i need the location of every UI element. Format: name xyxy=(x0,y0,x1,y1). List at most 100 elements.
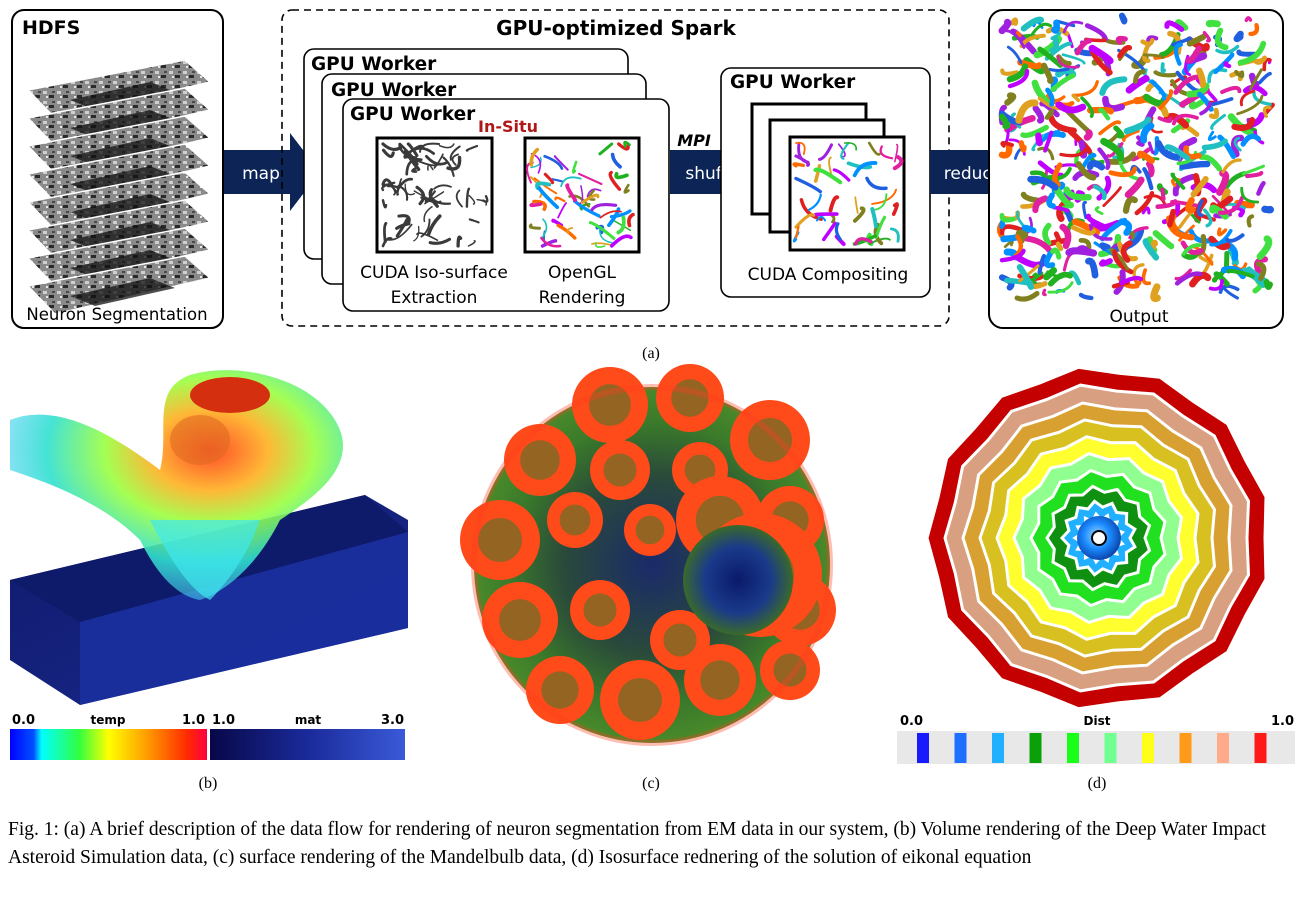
neuron-branch xyxy=(1240,186,1260,204)
neuron-branch xyxy=(598,142,614,156)
step-label-rendering-2: Rendering xyxy=(539,288,626,308)
neuron-branch xyxy=(1048,114,1077,134)
neuron-branch xyxy=(1052,205,1070,213)
mandelbulb-lobe-shade xyxy=(618,678,662,722)
mandelbulb-lobe-shade xyxy=(583,593,617,627)
neuron-branch xyxy=(1198,154,1222,172)
neuron-branch xyxy=(1056,54,1072,67)
neuron-branch xyxy=(794,154,811,167)
neuron-branch xyxy=(1094,206,1104,215)
neuron-branch xyxy=(1000,141,1014,148)
neuron-branch xyxy=(1118,218,1133,236)
neuron-branch xyxy=(999,224,1022,236)
neuron-branch xyxy=(1118,12,1128,25)
neuron-branch xyxy=(396,178,403,196)
neuron-branch xyxy=(1035,132,1043,147)
mandelbulb-lobe-shade xyxy=(635,515,665,545)
neuron-branch xyxy=(1020,124,1049,138)
neuron-branch xyxy=(1063,186,1092,201)
neuron-branch xyxy=(1047,281,1074,294)
neuron-branch xyxy=(1210,113,1226,130)
neuron-branch xyxy=(1141,268,1152,286)
neuron-branch xyxy=(387,223,413,241)
neuron-branch xyxy=(1215,44,1240,55)
neuron-branch xyxy=(578,185,584,205)
neuron-branch xyxy=(1076,245,1091,253)
em-slice-dark-region xyxy=(70,222,175,250)
neuron-branch xyxy=(1117,44,1133,59)
neuron-branch xyxy=(1180,240,1204,255)
neuron-branch xyxy=(1207,130,1217,142)
isosurface-center xyxy=(1091,530,1107,546)
neuron-branch xyxy=(1220,85,1242,95)
neuron-branch xyxy=(1216,227,1228,237)
dist-swatch xyxy=(1254,733,1267,763)
dist-swatch xyxy=(917,733,929,763)
neuron-branch xyxy=(1171,113,1199,126)
neuron-branch xyxy=(1142,93,1168,107)
neuron-branch xyxy=(1248,23,1260,37)
neuron-branch xyxy=(438,143,455,149)
neuron-branch xyxy=(1173,42,1184,66)
neuron-branch xyxy=(607,207,621,228)
neuron-branch xyxy=(813,167,843,185)
neuron-branch xyxy=(1059,147,1088,158)
neuron-branch xyxy=(1150,283,1161,303)
sublabel-b: (b) xyxy=(199,775,218,792)
neuron-branch xyxy=(540,239,558,248)
hdfs-caption: Neuron Segmentation xyxy=(26,305,207,324)
neuron-branch xyxy=(1045,87,1055,107)
em-slice-dark-region xyxy=(70,138,175,166)
neuron-branch xyxy=(423,206,433,223)
neuron-branch xyxy=(616,215,626,235)
neuron-branch xyxy=(1137,150,1155,164)
neuron-branch xyxy=(468,218,480,224)
neuron-branch xyxy=(1147,141,1155,155)
mandelbulb-lobe-shade xyxy=(700,660,740,700)
neuron-branch xyxy=(1234,69,1245,79)
dist-swatch xyxy=(1067,733,1079,763)
neuron-branch xyxy=(383,221,388,244)
isosurface-branches xyxy=(381,142,489,248)
neuron-branch xyxy=(1142,53,1165,59)
volume-rendering xyxy=(10,370,408,705)
neuron-branch xyxy=(1051,19,1061,34)
neuron-branch xyxy=(1050,73,1076,92)
neuron-branch xyxy=(807,193,822,211)
neuron-branch xyxy=(1241,267,1267,288)
in-situ-label: In-Situ xyxy=(478,117,538,136)
neuron-branch xyxy=(794,176,822,194)
mandelbulb-lobe-shade xyxy=(478,518,522,562)
neuron-branch xyxy=(998,18,1012,35)
neuron-branch xyxy=(1256,235,1273,261)
neuron-branch xyxy=(1146,160,1155,178)
neuron-branch xyxy=(1170,172,1186,190)
neuron-branch xyxy=(1196,199,1204,217)
neuron-branch xyxy=(1152,230,1175,250)
neuron-branch xyxy=(533,177,558,195)
isosurface-thumbnail xyxy=(375,136,494,254)
neuron-branch xyxy=(1018,264,1040,283)
em-slice-dark-region xyxy=(70,166,175,194)
neuron-branch xyxy=(381,236,393,248)
neuron-branch xyxy=(467,239,476,247)
neuron-branch xyxy=(532,199,547,211)
map-label: map xyxy=(242,164,280,184)
neuron-branch xyxy=(1108,166,1138,178)
neuron-branch xyxy=(1097,147,1111,170)
neuron-branch xyxy=(407,146,435,155)
mat-colorbar xyxy=(210,729,405,760)
neuron-branch xyxy=(894,143,899,163)
neuron-branch xyxy=(529,202,543,208)
neuron-branch xyxy=(424,191,445,205)
neuron-branch xyxy=(1018,140,1027,153)
neuron-branch xyxy=(1160,62,1166,74)
neuron-branch xyxy=(1015,99,1039,124)
neuron-branch xyxy=(1196,67,1207,89)
neuron-branch xyxy=(565,183,578,202)
neuron-branch xyxy=(795,141,806,155)
neuron-branch xyxy=(873,193,888,211)
neuron-branch xyxy=(428,237,452,245)
neuron-branch xyxy=(1149,79,1167,101)
neuron-branch xyxy=(1004,92,1017,106)
